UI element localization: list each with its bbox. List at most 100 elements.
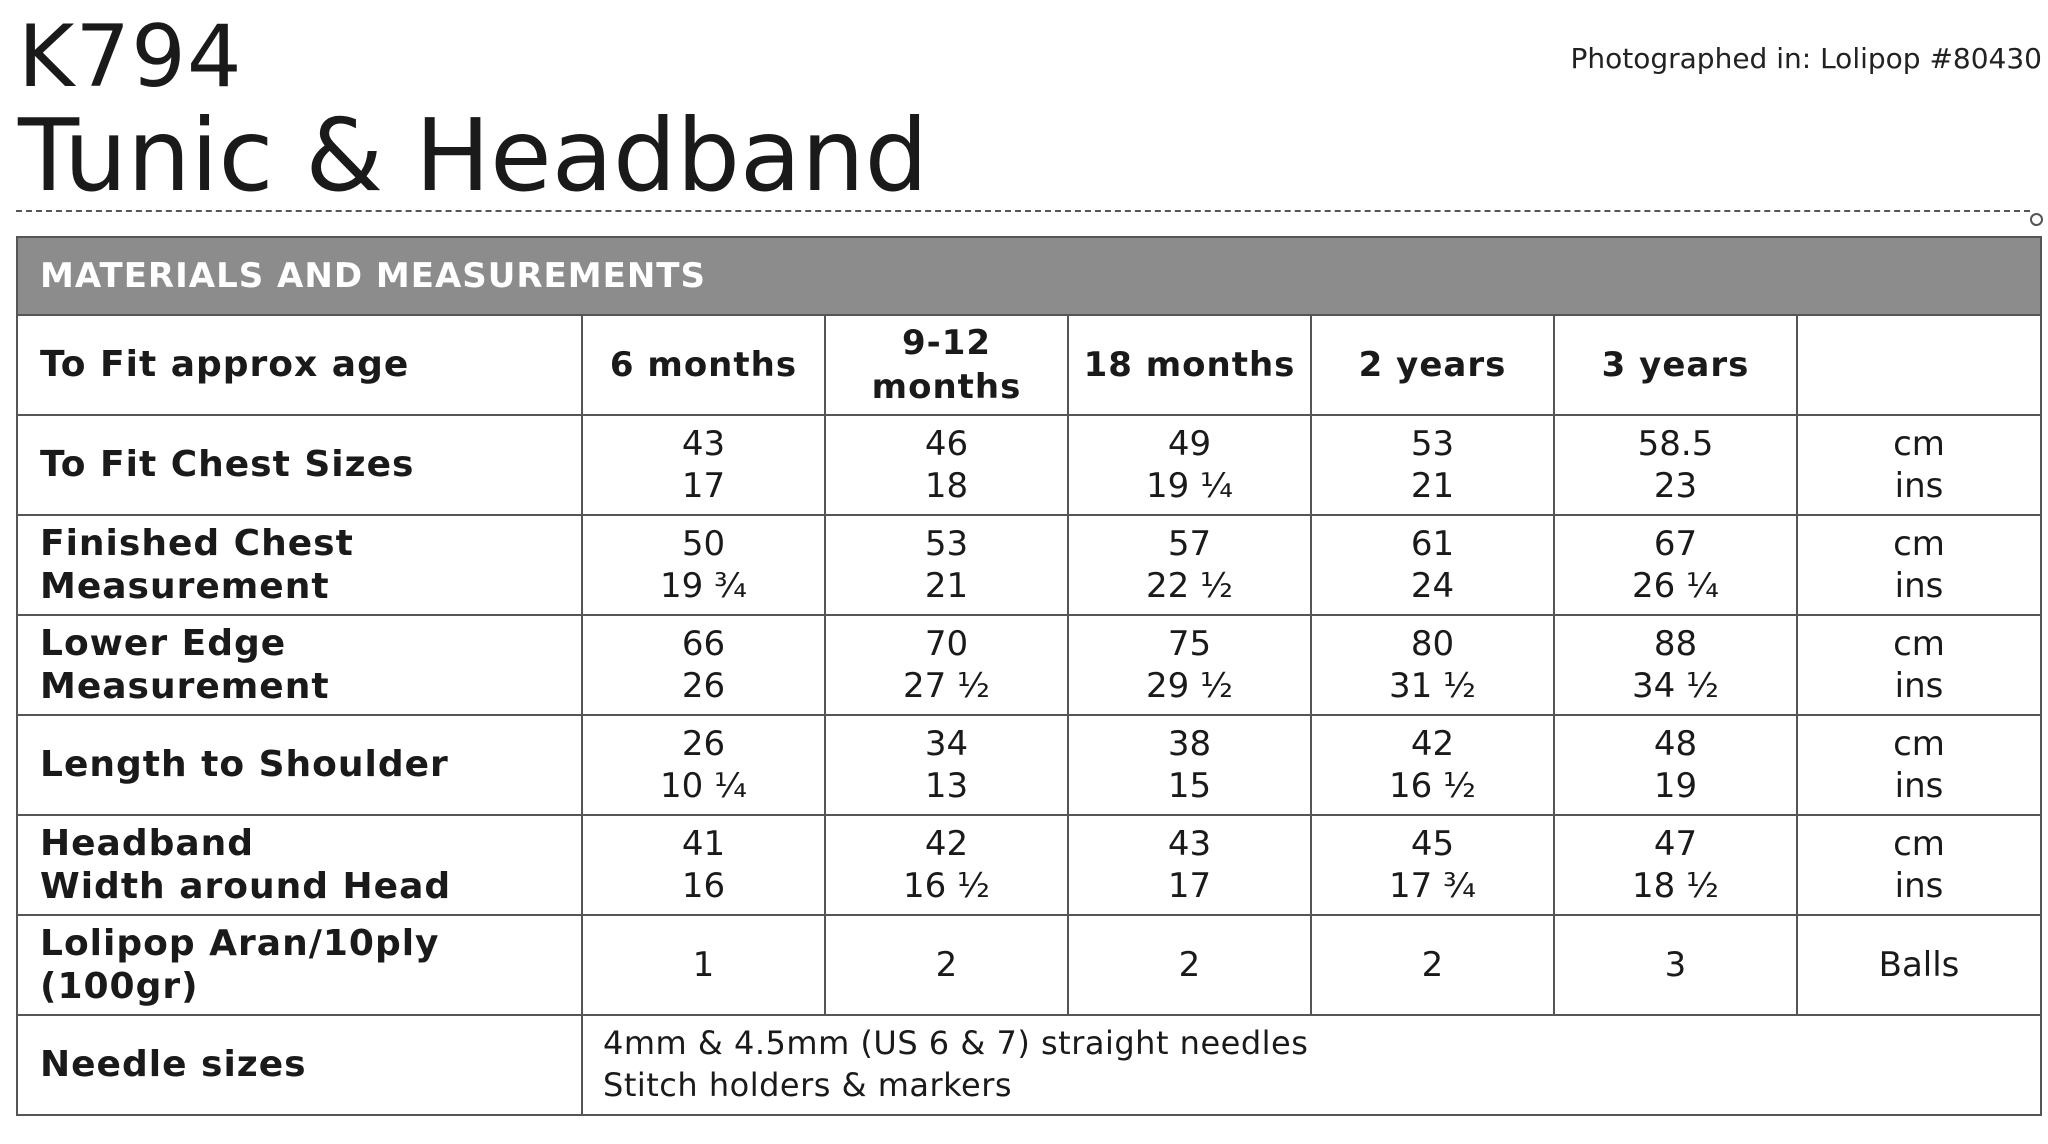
age-row: To Fit approx age 6 months 9-12 months 18 mo… bbox=[16, 314, 2043, 416]
pattern-title: Tunic & Headband bbox=[18, 97, 929, 214]
row-label: Length to Shoulder bbox=[16, 714, 583, 816]
needle-details: 4mm & 4.5mm (US 6 & 7) straight needles S… bbox=[580, 1014, 2043, 1116]
row-label: Headband Width around Head bbox=[16, 814, 583, 916]
value-line: 26 bbox=[681, 666, 726, 706]
text-line: To Fit Chest Sizes bbox=[40, 444, 415, 486]
text-line: (100gr) bbox=[40, 966, 199, 1007]
value-cell: 53 21 bbox=[1310, 414, 1555, 516]
measurement-row: Headband Width around Head 41 16 42 16 ½ 43 17 4… bbox=[16, 814, 2043, 916]
value-cell: 58.5 23 bbox=[1553, 414, 1798, 516]
value-cell: 3 bbox=[1553, 914, 1798, 1016]
value-line: 21 bbox=[1410, 466, 1455, 506]
value-line: 13 bbox=[924, 766, 969, 806]
value-line: 2 bbox=[935, 944, 958, 985]
value-line: 23 bbox=[1653, 466, 1698, 506]
measurement-row: Finished Chest Measurement 50 19 ¾ 53 21 57 22 … bbox=[16, 514, 2043, 616]
age-column-header: 6 months bbox=[581, 314, 826, 416]
text-line: 2 years bbox=[1358, 344, 1507, 385]
unit-line: cm bbox=[1893, 723, 1945, 764]
unit-line: cm bbox=[1893, 623, 1945, 664]
value-line: 34 bbox=[924, 723, 969, 764]
value-line: 26 ¼ bbox=[1631, 566, 1720, 606]
value-cell: 53 21 bbox=[824, 514, 1069, 616]
value-line: 43 bbox=[681, 423, 726, 464]
value-cell: 75 29 ½ bbox=[1067, 614, 1312, 716]
unit-cell: cm ins bbox=[1795, 814, 2043, 916]
value-line: 41 bbox=[681, 823, 726, 864]
value-line: 34 ½ bbox=[1631, 666, 1720, 706]
measurement-row: Length to Shoulder 26 10 ¼ 34 13 38 15 42 16 ½ 48… bbox=[16, 714, 2043, 816]
value-line: 2 bbox=[1178, 944, 1201, 985]
value-line: 16 bbox=[681, 866, 726, 906]
value-line: 46 bbox=[924, 423, 969, 464]
unit-line: ins bbox=[1894, 666, 1944, 706]
value-cell: 46 18 bbox=[824, 414, 1069, 516]
value-line: 58.5 bbox=[1637, 423, 1714, 464]
unit-column-header bbox=[1795, 314, 2043, 416]
value-line: 19 bbox=[1653, 766, 1698, 806]
text-line: 9-12 bbox=[901, 322, 992, 363]
unit-line: cm bbox=[1893, 523, 1945, 564]
row-label: Lower Edge Measurement bbox=[16, 614, 583, 716]
unit-line: cm bbox=[1893, 823, 1945, 864]
value-line: 19 ¼ bbox=[1145, 466, 1234, 506]
value-cell: 38 15 bbox=[1067, 714, 1312, 816]
value-line: 80 bbox=[1410, 623, 1455, 664]
value-cell: 66 26 bbox=[581, 614, 826, 716]
value-cell: 88 34 ½ bbox=[1553, 614, 1798, 716]
value-line: 47 bbox=[1653, 823, 1698, 864]
value-cell: 42 16 ½ bbox=[1310, 714, 1555, 816]
measurement-row: Lower Edge Measurement 66 26 70 27 ½ 75 29 ½ 80… bbox=[16, 614, 2043, 716]
value-line: 38 bbox=[1167, 723, 1212, 764]
unit-cell: cm ins bbox=[1795, 614, 2043, 716]
value-line: 17 bbox=[681, 466, 726, 506]
value-line: 22 ½ bbox=[1145, 566, 1234, 606]
value-cell: 61 24 bbox=[1310, 514, 1555, 616]
row-label: Finished Chest Measurement bbox=[16, 514, 583, 616]
value-line: 50 bbox=[681, 523, 726, 564]
value-line: 1 bbox=[692, 944, 715, 985]
value-line: 15 bbox=[1167, 766, 1212, 806]
needle-line: Stitch holders & markers bbox=[603, 1066, 1013, 1104]
materials-table: MATERIALS AND MEASUREMENTS To Fit approx… bbox=[15, 236, 2043, 1116]
text-line: Headband bbox=[40, 822, 255, 864]
value-line: 67 bbox=[1653, 523, 1698, 564]
value-cell: 47 18 ½ bbox=[1553, 814, 1798, 916]
divider-end-dot bbox=[2030, 213, 2043, 226]
text-line: 6 months bbox=[609, 344, 798, 385]
age-row-label: To Fit approx age bbox=[16, 314, 583, 416]
value-line: 49 bbox=[1167, 423, 1212, 464]
value-line: 53 bbox=[924, 523, 969, 564]
text-line: 3 years bbox=[1601, 344, 1750, 385]
value-cell: 42 16 ½ bbox=[824, 814, 1069, 916]
unit-line: ins bbox=[1894, 866, 1944, 906]
age-column-header: 2 years bbox=[1310, 314, 1555, 416]
value-line: 16 ½ bbox=[902, 866, 991, 906]
text-line: Lower Edge Measurement bbox=[40, 622, 330, 707]
unit-cell: cm ins bbox=[1795, 514, 2043, 616]
value-cell: 2 bbox=[1067, 914, 1312, 1016]
section-title: MATERIALS AND MEASUREMENTS bbox=[15, 236, 2043, 316]
value-line: 17 bbox=[1167, 866, 1212, 906]
value-line: 17 ¾ bbox=[1388, 866, 1477, 906]
age-column-header: 9-12 months bbox=[824, 314, 1069, 416]
unit-cell: Balls bbox=[1795, 914, 2043, 1016]
value-line: 48 bbox=[1653, 723, 1698, 764]
value-cell: 34 13 bbox=[824, 714, 1069, 816]
unit-cell: cm ins bbox=[1795, 714, 2043, 816]
value-line: 75 bbox=[1167, 623, 1212, 664]
value-cell: 41 16 bbox=[581, 814, 826, 916]
needle-line: 4mm & 4.5mm (US 6 & 7) straight needles bbox=[603, 1024, 1309, 1063]
value-cell: 70 27 ½ bbox=[824, 614, 1069, 716]
unit-cell: cm ins bbox=[1795, 414, 2043, 516]
needle-row-label: Needle sizes bbox=[16, 1014, 583, 1116]
value-line: 61 bbox=[1410, 523, 1455, 564]
value-line: 2 bbox=[1421, 944, 1444, 985]
value-cell: 50 19 ¾ bbox=[581, 514, 826, 616]
unit-line: ins bbox=[1894, 566, 1944, 606]
value-line: 26 bbox=[681, 723, 726, 764]
value-line: 43 bbox=[1167, 823, 1212, 864]
row-label: To Fit Chest Sizes bbox=[16, 414, 583, 516]
age-column-header: 3 years bbox=[1553, 314, 1798, 416]
photographed-in-note: Photographed in: Lolipop #80430 bbox=[1570, 42, 2042, 75]
